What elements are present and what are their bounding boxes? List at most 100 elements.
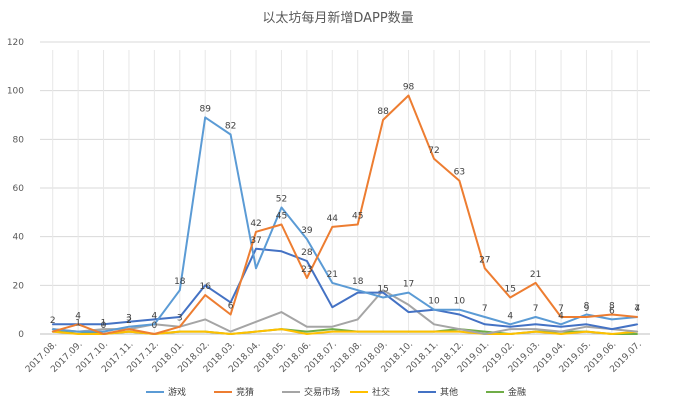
data-point — [102, 323, 105, 326]
data-label: 8 — [609, 302, 615, 312]
data-label: 21 — [327, 270, 338, 280]
data-point — [255, 248, 257, 250]
data-point — [331, 325, 334, 328]
data-point — [483, 316, 486, 318]
data-point — [306, 277, 308, 279]
data-point — [77, 330, 79, 333]
data-point — [102, 328, 105, 330]
data-point — [509, 328, 512, 330]
data-point — [585, 323, 588, 326]
data-point — [458, 308, 461, 311]
legend-label: 金融 — [508, 386, 526, 398]
data-label: 39 — [301, 226, 313, 236]
data-label: 17 — [403, 280, 414, 290]
data-point — [636, 323, 639, 326]
data-label: 3 — [177, 314, 183, 324]
data-point — [407, 291, 410, 294]
data-point — [204, 294, 207, 296]
data-label: 16 — [199, 282, 211, 292]
chart-title: 以太坊每月新增DAPP数量 — [262, 10, 413, 26]
data-point — [382, 289, 384, 292]
data-label: 4 — [558, 311, 564, 321]
data-point — [306, 330, 308, 333]
data-point — [585, 330, 588, 333]
x-axis: 2017.08.2017.09.2017.10.2017.11.2017.12.… — [24, 340, 644, 375]
legend-label: 交易市场 — [304, 386, 340, 398]
data-point — [178, 330, 181, 333]
data-point — [534, 316, 537, 318]
data-point — [128, 330, 130, 333]
data-point — [331, 282, 334, 284]
data-label: 45 — [276, 212, 287, 222]
data-label: 45 — [352, 212, 363, 222]
legend-label: 竞猜 — [236, 386, 254, 398]
data-label: 52 — [276, 194, 287, 204]
data-label: 10 — [454, 297, 466, 307]
grid — [40, 41, 650, 335]
data-point — [255, 321, 257, 323]
y-tick-label: 40 — [13, 233, 25, 243]
y-tick-label: 100 — [7, 87, 24, 97]
data-label: 0 — [152, 321, 158, 331]
data-point — [128, 328, 130, 330]
data-point — [407, 94, 410, 97]
data-point — [458, 330, 461, 333]
series-line-1 — [52, 94, 638, 335]
data-point — [585, 325, 588, 328]
data-point — [560, 316, 562, 318]
series-line-2 — [52, 289, 638, 335]
data-point — [560, 333, 562, 335]
data-point — [458, 313, 461, 316]
data-point — [255, 231, 257, 233]
data-label: 44 — [327, 214, 339, 224]
data-point — [102, 330, 105, 333]
data-point — [178, 325, 181, 328]
series-line-4 — [52, 247, 638, 331]
data-label: 21 — [530, 270, 541, 280]
data-point — [534, 328, 537, 330]
y-tick-label: 80 — [13, 135, 25, 145]
data-point — [331, 226, 334, 228]
data-point — [331, 328, 334, 330]
data-point — [407, 304, 410, 306]
legend-label: 社交 — [372, 386, 390, 398]
data-point — [356, 318, 359, 321]
data-point — [153, 318, 156, 321]
data-point — [433, 323, 435, 326]
data-label: 1 — [75, 319, 81, 329]
data-point — [229, 301, 232, 304]
data-point — [458, 328, 461, 330]
data-point — [611, 318, 613, 321]
data-point — [306, 325, 308, 328]
data-point — [534, 330, 537, 333]
data-label: 4 — [634, 304, 640, 314]
data-point — [407, 330, 410, 333]
data-label: 4 — [75, 311, 81, 321]
data-point — [306, 260, 308, 262]
data-point — [178, 316, 181, 318]
data-point — [509, 333, 512, 335]
data-label: 18 — [174, 277, 186, 287]
data-point — [636, 330, 639, 333]
data-point — [382, 119, 384, 121]
data-point — [128, 325, 130, 328]
data-point — [229, 330, 232, 333]
data-point — [153, 323, 156, 326]
data-point — [483, 330, 486, 333]
data-label: 4 — [152, 311, 158, 321]
y-tick-label: 20 — [13, 281, 25, 291]
data-point — [51, 330, 54, 333]
data-point — [229, 313, 232, 316]
data-point — [382, 330, 384, 333]
data-label: 6 — [609, 306, 615, 316]
data-point — [458, 179, 461, 182]
data-point — [77, 333, 79, 335]
data-label: 42 — [250, 219, 261, 229]
data-label: 7 — [558, 304, 564, 314]
data-point — [356, 289, 359, 292]
data-point — [585, 313, 588, 316]
data-point — [280, 328, 283, 330]
